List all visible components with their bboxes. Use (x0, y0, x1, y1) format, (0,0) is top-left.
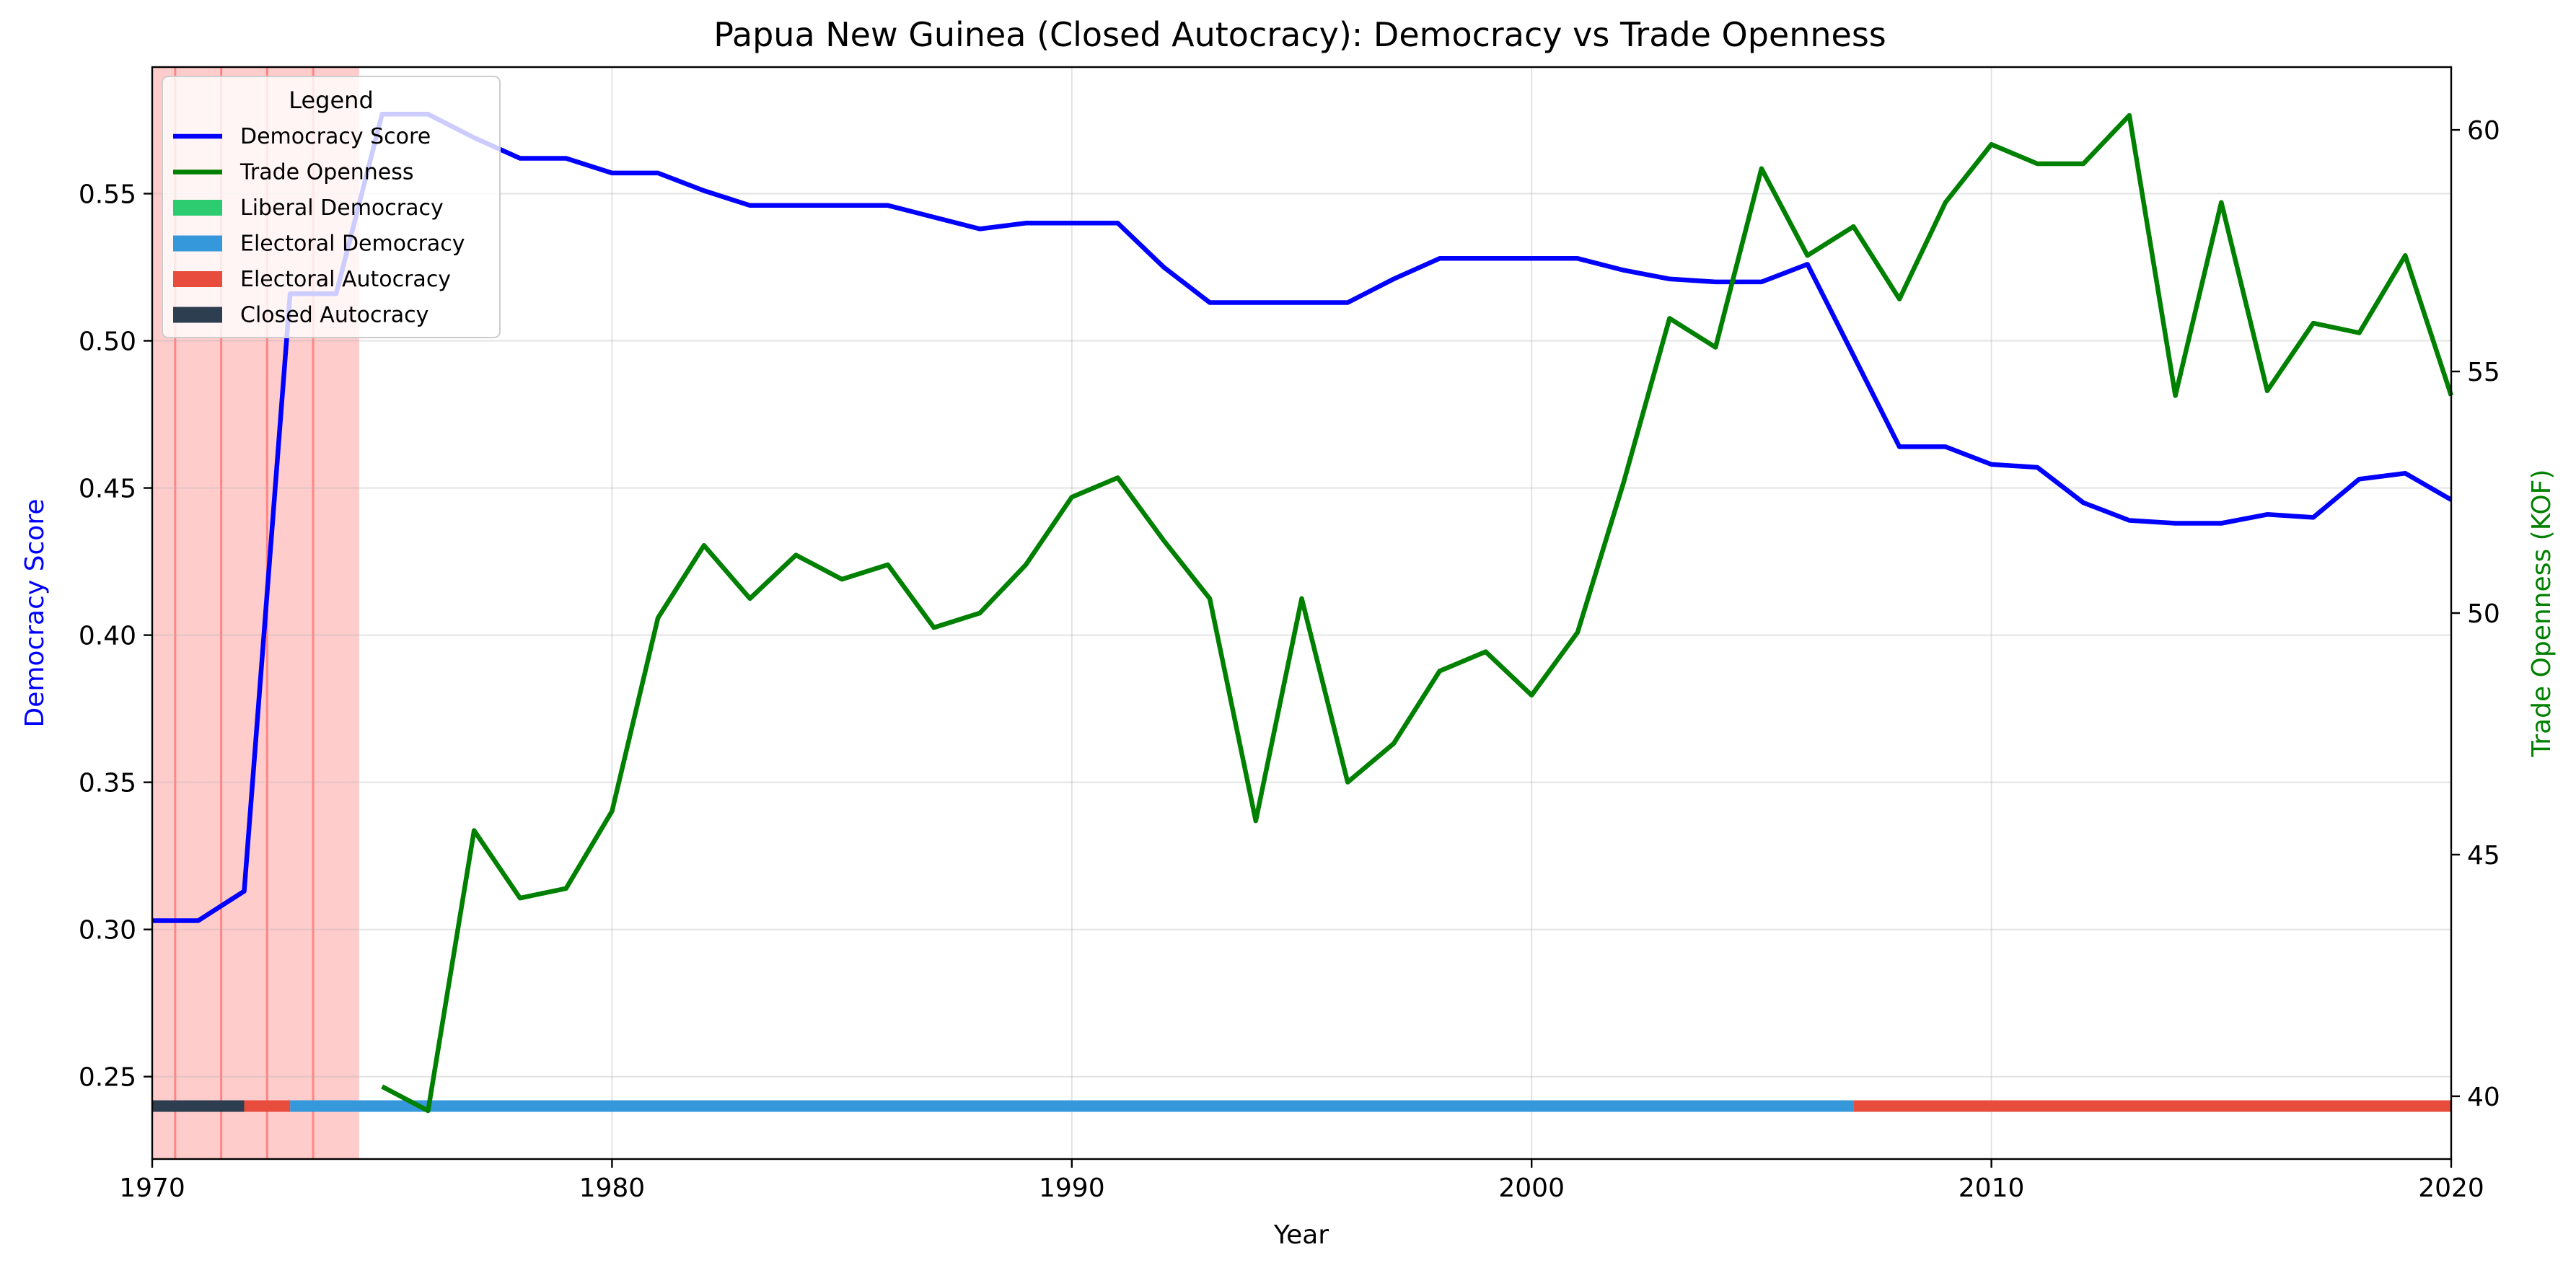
legend-patch-swatch (173, 271, 222, 287)
y-right-tick-label: 45 (2467, 841, 2500, 871)
legend-patch-swatch (173, 307, 222, 323)
legend-patch-swatch (173, 235, 222, 252)
legend-entry-label: Democracy Score (240, 124, 431, 149)
x-tick-label: 2010 (1959, 1173, 2025, 1203)
y-left-tick-label: 0.45 (79, 475, 136, 504)
x-axis-label: Year (1273, 1220, 1329, 1250)
trade-series-line (381, 113, 2454, 1114)
axis-layer: 1970 1980 1990 2000 2010 2020 0.25 0.30 0.35 0.40… (79, 116, 2500, 1203)
x-tick-label: 1970 (119, 1173, 185, 1203)
x-tick-label: 1990 (1039, 1173, 1105, 1203)
legend-entry-label: Closed Autocracy (240, 303, 428, 328)
regime-bar-segment (1853, 1100, 2451, 1112)
x-tick-label: 2000 (1498, 1173, 1565, 1203)
y-axis-right-label: Trade Openness (KOF) (2527, 470, 2557, 758)
legend-entry-label: Liberal Democracy (240, 195, 444, 221)
y-right-tick-label: 60 (2467, 116, 2500, 146)
y-left-tick-label: 0.35 (79, 769, 136, 798)
legend-patch-swatch (173, 200, 222, 216)
series-layer (152, 112, 2454, 1114)
y-left-tick-label: 0.50 (79, 327, 136, 357)
regime-bar-segment (152, 1100, 245, 1112)
regime-bar-segment (290, 1100, 1854, 1112)
y-right-tick-label: 50 (2467, 599, 2500, 629)
y-left-tick-label: 0.30 (79, 916, 136, 946)
legend-box (162, 76, 501, 338)
legend-entry-label: Electoral Autocracy (240, 267, 451, 292)
x-tick-label: 1980 (579, 1173, 646, 1203)
legend-entry-label: Trade Openness (239, 160, 414, 185)
y-right-tick-label: 40 (2467, 1083, 2500, 1112)
regime-bar-layer (152, 1100, 2451, 1112)
y-left-tick-label: 0.55 (79, 180, 136, 209)
y-left-tick-label: 0.40 (79, 622, 136, 651)
x-tick-label: 2020 (2418, 1173, 2484, 1203)
legend-title: Legend (289, 87, 374, 114)
y-axis-left-label: Democracy Score (20, 499, 50, 728)
regime-bar-segment (244, 1100, 291, 1112)
democracy-series-line (152, 112, 2453, 923)
legend: Legend Democracy Score Trade Openness Libe… (162, 76, 501, 338)
legend-entry-label: Electoral Democracy (240, 232, 465, 257)
chart-title: Papua New Guinea (Closed Autocracy): Dem… (713, 15, 1886, 54)
y-left-tick-label: 0.25 (79, 1063, 136, 1093)
legend-items: Democracy Score Trade Openness Liberal Dem… (173, 124, 465, 328)
y-right-tick-label: 55 (2467, 358, 2500, 387)
